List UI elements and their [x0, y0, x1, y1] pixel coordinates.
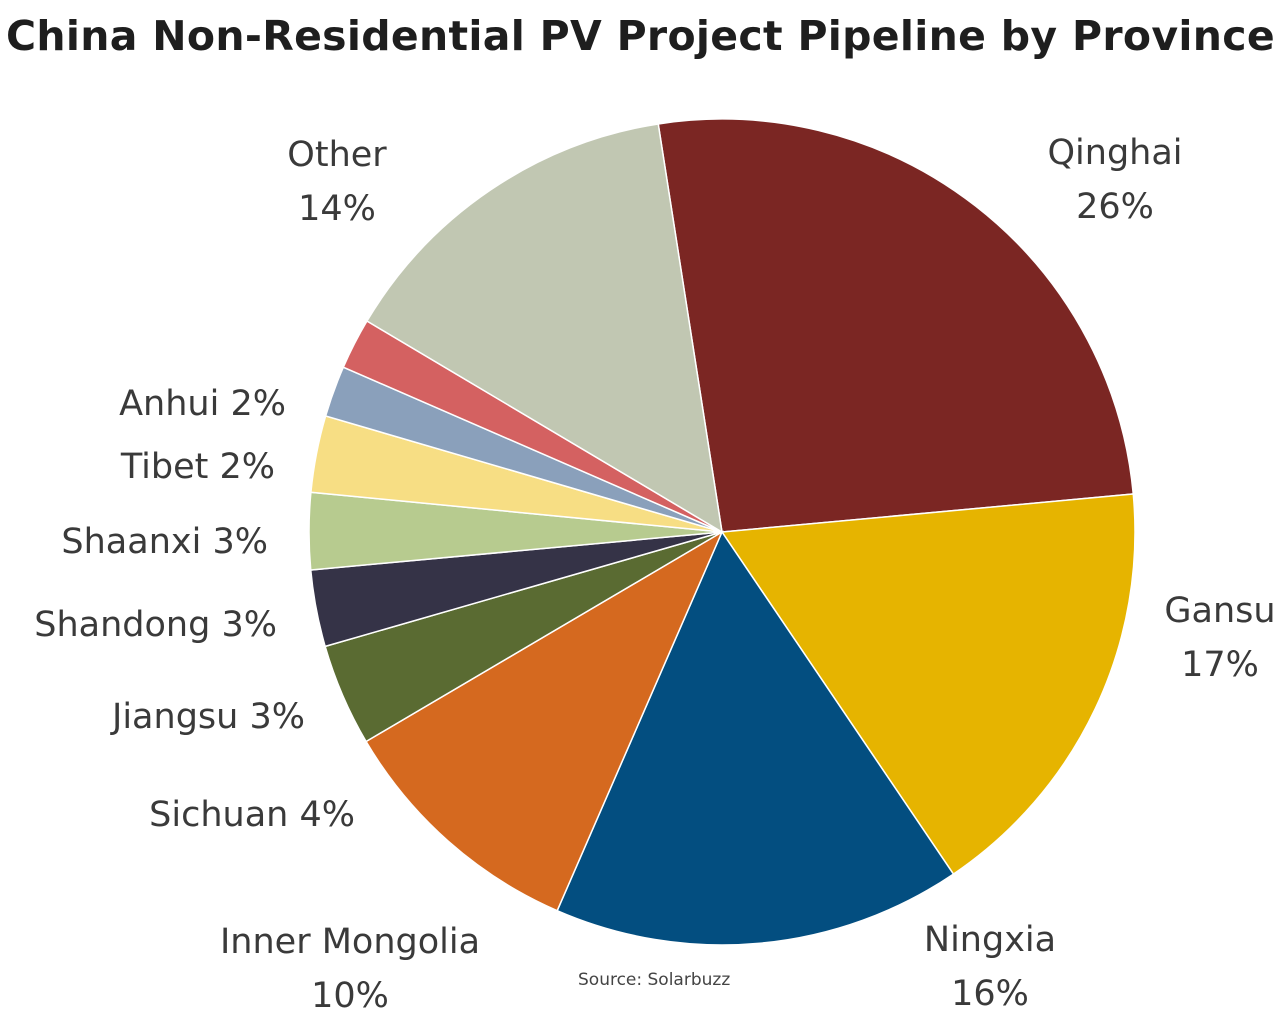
- slice-label-tibet: Tibet 2%: [60, 440, 275, 494]
- slice-label-gansu: Gansu 17%: [1150, 584, 1281, 692]
- pie-slices: [308, 118, 1136, 946]
- slice-name-inner-mongolia: Inner Mongolia: [219, 922, 481, 962]
- slice-value-jiangsu: 3%: [249, 697, 305, 737]
- slice-label-inner-mongolia: Inner Mongolia 10%: [190, 915, 510, 1023]
- pie-slice-inner-mongolia: [365, 530, 724, 912]
- slice-label-qinghai: Qinghai 26%: [1040, 126, 1190, 234]
- pie-slice-qinghai: [657, 118, 1135, 533]
- slice-label-other: Other 14%: [262, 128, 412, 236]
- slice-label-shaanxi: Shaanxi 3%: [10, 515, 268, 569]
- slice-value-qinghai: 26%: [1076, 187, 1154, 227]
- slice-name-jiangsu: Jiangsu: [112, 697, 239, 737]
- slice-name-tibet: Tibet: [120, 447, 209, 487]
- pie-slice-other: [365, 123, 723, 534]
- slice-value-sichuan: 4%: [299, 795, 355, 835]
- slice-value-ningxia: 16%: [951, 974, 1029, 1014]
- slice-name-other: Other: [287, 135, 387, 175]
- slice-value-shaanxi: 3%: [212, 522, 268, 562]
- pie-slice-gansu: [720, 493, 1136, 876]
- slice-label-anhui: Anhui 2%: [60, 377, 286, 431]
- pie-slice-ningxia: [556, 530, 955, 946]
- slice-name-shandong: Shandong: [34, 605, 211, 645]
- chart-title: China Non-Residential PV Project Pipelin…: [6, 12, 1275, 60]
- slice-name-ningxia: Ningxia: [923, 920, 1057, 960]
- slice-name-anhui: Anhui: [119, 384, 220, 424]
- slice-label-ningxia: Ningxia 16%: [910, 913, 1070, 1021]
- slice-value-inner-mongolia: 10%: [311, 976, 389, 1016]
- slice-value-tibet: 2%: [219, 447, 275, 487]
- slice-value-other: 14%: [298, 189, 376, 229]
- slice-name-qinghai: Qinghai: [1047, 133, 1183, 173]
- source-note: Source: Solarbuzz: [578, 970, 731, 990]
- slice-value-gansu: 17%: [1181, 645, 1259, 685]
- slice-name-shaanxi: Shaanxi: [61, 522, 202, 562]
- slice-value-shandong: 3%: [221, 605, 277, 645]
- slice-label-sichuan: Sichuan 4%: [60, 788, 355, 842]
- slice-value-anhui: 2%: [230, 384, 286, 424]
- slice-label-jiangsu: Jiangsu 3%: [30, 690, 305, 744]
- slice-label-shandong: Shandong 3%: [0, 598, 277, 652]
- slice-name-gansu: Gansu: [1164, 591, 1276, 631]
- slice-name-sichuan: Sichuan: [149, 795, 289, 835]
